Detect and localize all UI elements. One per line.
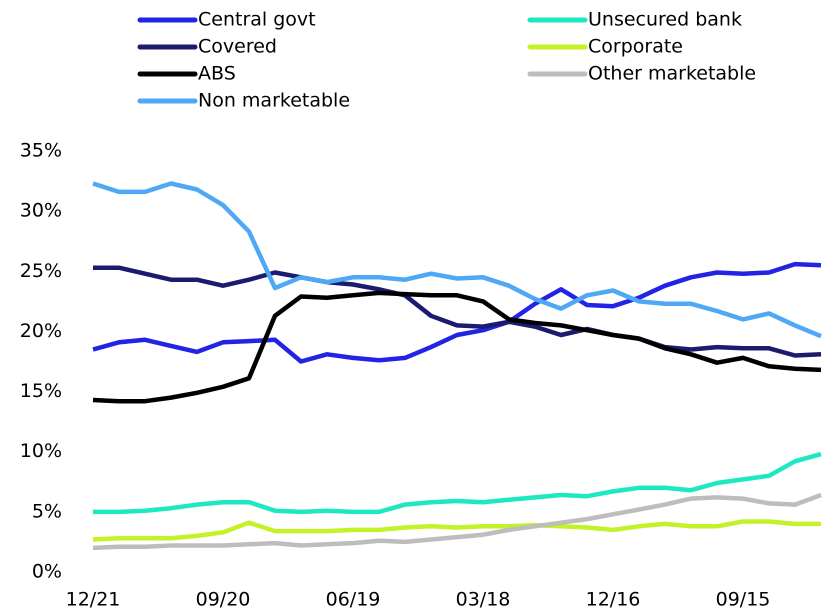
series-line	[92, 492, 822, 551]
series-line	[92, 290, 822, 404]
x-tick-label: 09/20	[196, 589, 251, 611]
legend-label: Unsecured bank	[588, 9, 742, 31]
x-tick-label: 09/15	[716, 589, 771, 611]
legend-label: ABS	[198, 63, 236, 85]
x-tick-label: 03/18	[456, 589, 511, 611]
x-tick-label: 12/21	[66, 589, 121, 611]
series-line	[93, 265, 822, 358]
legend-label: Other marketable	[588, 63, 756, 85]
y-tick-label: 0%	[32, 561, 62, 583]
series-line	[92, 519, 821, 542]
legend-label: Non marketable	[198, 90, 350, 112]
legend-label: Corporate	[588, 36, 683, 58]
y-tick-label: 30%	[20, 200, 62, 222]
series-line	[92, 181, 822, 339]
y-tick-label: 5%	[32, 500, 62, 522]
x-tick-label: 06/19	[326, 589, 381, 611]
y-tick-label: 25%	[20, 260, 62, 282]
series-line	[92, 261, 822, 364]
series-line	[93, 451, 822, 515]
x-tick-label: 12/16	[586, 589, 641, 611]
legend-label: Central govt	[198, 9, 316, 31]
y-tick-label: 20%	[20, 320, 62, 342]
legend-label: Covered	[198, 36, 277, 58]
y-tick-label: 15%	[20, 380, 62, 402]
y-tick-label: 35%	[20, 140, 62, 162]
y-tick-label: 10%	[20, 440, 62, 462]
